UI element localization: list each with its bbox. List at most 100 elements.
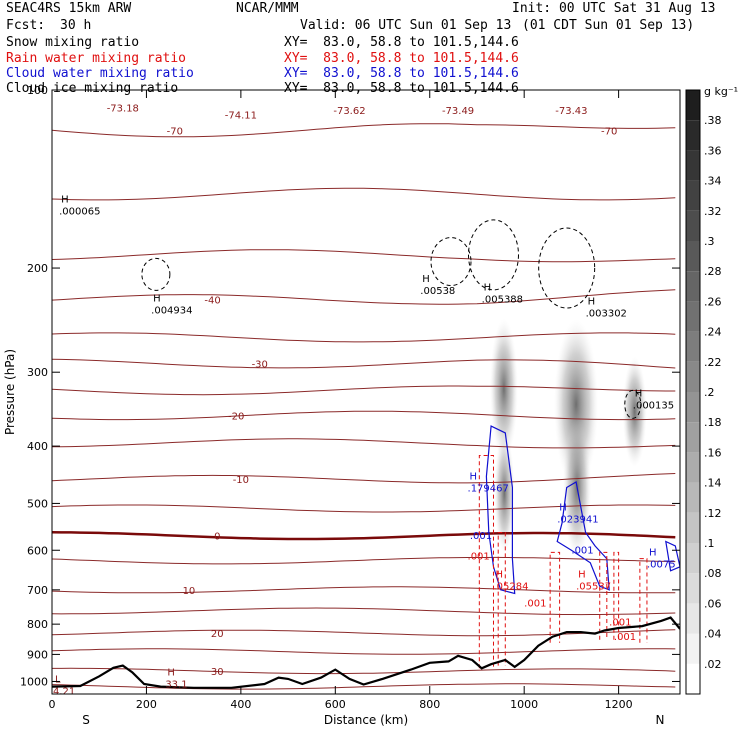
init-time: Init: 00 UTC Sat 31 Aug 13 xyxy=(512,1,716,16)
x-tick-label-3: 600 xyxy=(325,698,346,711)
isotherm-0 xyxy=(52,123,676,138)
colorbar-swatch-10 xyxy=(686,361,700,392)
forecast-label: Fcst: xyxy=(6,18,46,33)
rain-contour-1 xyxy=(497,532,506,666)
colorbar-swatch-16 xyxy=(686,180,700,211)
colorbar-swatch-6 xyxy=(686,482,700,513)
isotherm-label-0: -70 xyxy=(167,126,183,137)
rain-contour-3 xyxy=(599,551,608,640)
cloud-water-contour-0 xyxy=(485,425,516,595)
x-end-label-north: N xyxy=(656,713,665,727)
extremum-value-3: .005388 xyxy=(482,294,523,305)
temperature-value-3: -73.43 xyxy=(555,106,587,117)
field-name-cloud-ice: Cloud ice mixing ratio xyxy=(6,81,179,96)
field-xy-rain: XY= 83.0, 58.8 to 101.5,144.6 xyxy=(284,51,519,66)
extremum-marker-2: H xyxy=(422,274,430,285)
snow-contour-3 xyxy=(538,227,596,309)
isotherm-2 xyxy=(52,249,676,263)
colorbar-swatch-12 xyxy=(686,301,700,332)
isotherm-15 xyxy=(52,629,676,637)
cloud-water-contour-1 xyxy=(556,481,610,591)
colorbar-frame xyxy=(685,89,701,695)
isotherm-13 xyxy=(52,586,676,594)
field-xy-cloud-ice: XY= 83.0, 58.8 to 101.5,144.6 xyxy=(284,81,519,96)
isotherm-label-8: 30 xyxy=(211,667,224,678)
colorbar-label-15: .32 xyxy=(704,205,722,218)
temperature-value-0: -73.18 xyxy=(107,103,139,114)
colorbar-label-14: .3 xyxy=(704,235,715,248)
extremum-marker-3: H xyxy=(484,282,492,293)
colorbar-label-12: .26 xyxy=(704,295,722,308)
extremum-value-7: .023941 xyxy=(557,514,598,525)
extremum-value-10: .0075 xyxy=(647,560,676,571)
temperature-value-5: -70 xyxy=(601,126,617,137)
isotherm-8 xyxy=(52,438,676,449)
valid-local-time: (01 CDT Sun 01 Sep 13) xyxy=(522,18,695,33)
rain-contour-0 xyxy=(478,455,494,669)
colorbar-label-6: .14 xyxy=(704,477,722,490)
x-tick-label-4: 800 xyxy=(419,698,440,711)
extremum-marker-1: H xyxy=(153,293,161,304)
colorbar-swatch-2 xyxy=(686,603,700,634)
snow-contour-4 xyxy=(624,389,642,419)
colorbar-label-2: .06 xyxy=(704,597,722,610)
extremum-value-5: .000135 xyxy=(633,400,674,411)
colorbar-unit: g kg⁻¹ xyxy=(704,85,738,98)
colorbar-swatch-4 xyxy=(686,543,700,574)
isotherm-9 xyxy=(52,473,676,484)
colorbar-label-16: .34 xyxy=(704,175,722,188)
colorbar-label-9: .2 xyxy=(704,386,715,399)
colorbar-swatch-15 xyxy=(686,210,700,241)
isotherm-label-6: 10 xyxy=(183,586,196,597)
colorbar: .02 .04 .06 .08 .1 .12 .14 .16 .18 .2 .22 .24 .26 .28… xyxy=(685,89,722,695)
x-tick-label-0: 0 xyxy=(49,698,56,711)
isotherm-7 xyxy=(52,410,676,421)
colorbar-swatch-8 xyxy=(686,422,700,453)
rain-contour-4 xyxy=(613,551,620,640)
isotherm-6 xyxy=(52,385,676,396)
colorbar-label-18: .38 xyxy=(704,114,722,127)
extremum-marker-7: H xyxy=(559,502,567,513)
field-name-cloud-water: Cloud water mixing ratio xyxy=(6,66,194,81)
extremum-value-8: .001 xyxy=(470,531,492,542)
field-xy-cloud-water: XY= 83.0, 58.8 to 101.5,144.6 xyxy=(284,66,519,81)
colorbar-swatch-0 xyxy=(686,663,700,694)
colorbar-swatch-9 xyxy=(686,392,700,423)
rain-contour-5 xyxy=(639,558,648,643)
snow-shading-0 xyxy=(489,318,518,459)
extremum-value-1: .004934 xyxy=(151,305,192,316)
temperature-value-1: -74.11 xyxy=(225,110,257,121)
extremum-value-9: .001 xyxy=(571,545,593,556)
y-tick-label-4: 500 xyxy=(27,497,48,510)
isotherm-label-3: -20 xyxy=(228,411,244,422)
extremum-value-14: .001 xyxy=(524,598,546,609)
colorbar-swatch-3 xyxy=(686,573,700,604)
colorbar-swatch-19 xyxy=(686,90,700,121)
colorbar-swatch-11 xyxy=(686,331,700,362)
isotherm-3 xyxy=(52,289,676,305)
colorbar-swatch-1 xyxy=(686,633,700,664)
colorbar-label-0: .02 xyxy=(704,658,722,671)
extremum-marker-10: H xyxy=(649,548,657,559)
x-tick-label-1: 200 xyxy=(136,698,157,711)
forecast-hour: 30 h xyxy=(60,18,92,33)
isotherm-label-2: -30 xyxy=(252,359,268,370)
temperature-value-4: -73.49 xyxy=(442,106,474,117)
colorbar-swatch-13 xyxy=(686,271,700,302)
extremum-value-6: .179467 xyxy=(468,484,509,495)
colorbar-swatch-7 xyxy=(686,452,700,483)
extremum-value-13: .05537 xyxy=(576,581,611,592)
colorbar-label-17: .36 xyxy=(704,144,722,157)
x-axis-label: Distance (km) xyxy=(324,713,408,727)
isotherm-10 xyxy=(52,504,676,513)
colorbar-swatch-14 xyxy=(686,241,700,272)
colorbar-label-10: .22 xyxy=(704,356,722,369)
extremum-marker-18: L xyxy=(55,674,61,685)
extremum-marker-0: H xyxy=(61,195,69,206)
extremum-value-11: .001 xyxy=(468,551,490,562)
colorbar-label-3: .08 xyxy=(704,567,722,580)
colorbar-swatch-17 xyxy=(686,150,700,181)
field-name-snow: Snow mixing ratio xyxy=(6,35,140,50)
cloud-water-contour-2 xyxy=(665,540,680,572)
